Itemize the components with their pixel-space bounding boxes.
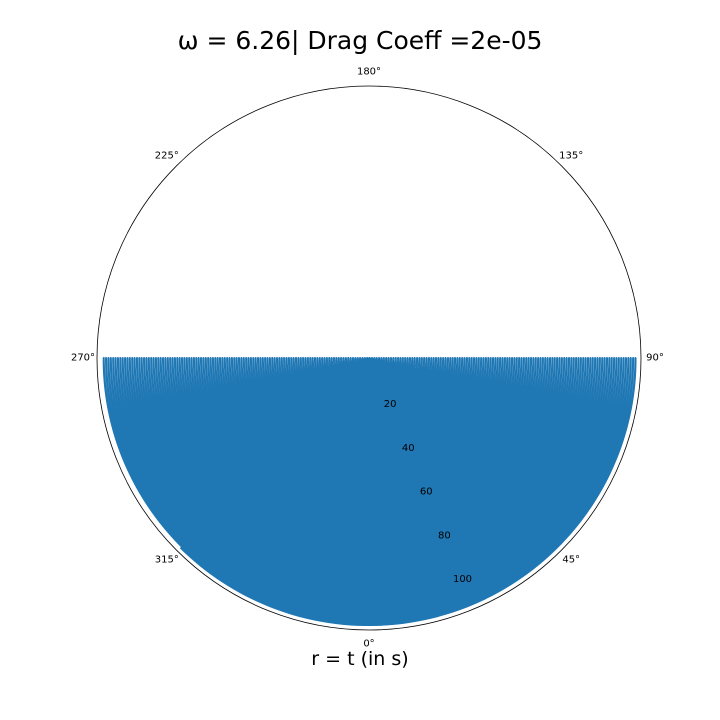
polar-frame bbox=[96, 85, 642, 631]
theta-tick-label: 225° bbox=[155, 150, 179, 161]
theta-tick-label: 315° bbox=[155, 555, 179, 566]
r-tick-label: 100 bbox=[453, 574, 472, 585]
r-tick-label: 40 bbox=[402, 443, 415, 454]
theta-tick-labels: 0° 45° 90° 135° 180° 225° 270° 315° bbox=[71, 67, 664, 650]
r-tick-label: 20 bbox=[384, 399, 397, 410]
chart-title: ω = 6.26| Drag Coeff =2e-05 bbox=[177, 26, 543, 55]
theta-tick-label: 0° bbox=[363, 639, 374, 650]
r-tick-label: 60 bbox=[420, 487, 433, 498]
series-line-0 bbox=[102, 357, 637, 627]
r-tick-label: 80 bbox=[438, 530, 451, 541]
x-axis-label: r = t (in s) bbox=[311, 648, 409, 670]
theta-tick-label: 45° bbox=[562, 555, 580, 566]
theta-tick-label: 135° bbox=[559, 150, 583, 161]
series-layer bbox=[102, 357, 637, 627]
r-tick-labels: 20 40 60 80 100 bbox=[384, 399, 472, 585]
theta-tick-label: 90° bbox=[646, 353, 664, 364]
theta-tick-label: 270° bbox=[71, 353, 95, 364]
theta-tick-label: 180° bbox=[357, 67, 381, 78]
